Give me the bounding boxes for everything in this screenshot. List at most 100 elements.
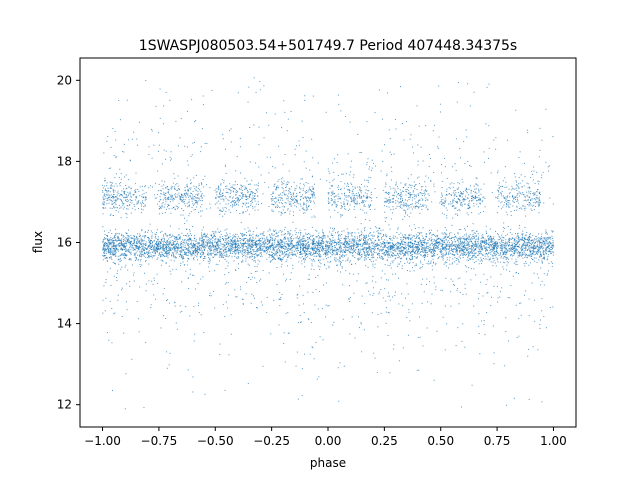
scatter-point	[248, 242, 250, 244]
scatter-point	[542, 252, 544, 254]
scatter-point	[217, 246, 219, 248]
scatter-point	[438, 238, 440, 240]
scatter-point	[262, 238, 264, 240]
scatter-point	[151, 257, 153, 259]
scatter-point	[235, 242, 237, 244]
scatter-point	[224, 249, 226, 251]
scatter-point	[192, 226, 194, 228]
scatter-point	[447, 241, 449, 243]
scatter-point	[110, 249, 112, 251]
scatter-point	[238, 244, 240, 246]
scatter-point	[159, 248, 161, 250]
scatter-point	[202, 240, 204, 242]
scatter-point	[497, 246, 499, 248]
scatter-point	[149, 244, 151, 246]
scatter-point	[471, 257, 473, 259]
scatter-point	[469, 248, 471, 250]
scatter-point	[222, 255, 224, 257]
scatter-point	[273, 249, 275, 251]
scatter-point	[361, 232, 363, 234]
scatter-point	[515, 241, 517, 243]
scatter-point	[474, 244, 476, 246]
scatter-point	[525, 261, 527, 263]
scatter-point	[490, 238, 492, 240]
scatter-point	[250, 239, 252, 241]
scatter-point	[491, 243, 493, 245]
scatter-point	[256, 240, 258, 242]
scatter-point	[318, 255, 320, 257]
scatter-point	[420, 243, 422, 245]
scatter-point	[251, 247, 253, 249]
scatter-point	[259, 242, 261, 244]
scatter-point	[165, 245, 167, 247]
scatter-point	[360, 223, 362, 225]
scatter-point	[210, 254, 212, 256]
scatter-point	[204, 244, 206, 246]
scatter-point	[226, 238, 228, 240]
scatter-point	[130, 244, 132, 246]
scatter-point	[213, 231, 215, 233]
scatter-point	[283, 251, 285, 253]
scatter-point	[545, 248, 547, 250]
scatter-point	[328, 245, 330, 247]
scatter-point	[147, 247, 149, 249]
scatter-point	[443, 248, 445, 250]
scatter-point	[220, 241, 222, 243]
scatter-point	[270, 238, 272, 240]
scatter-point	[164, 244, 166, 246]
scatter-point	[548, 244, 550, 246]
scatter-point	[358, 240, 360, 242]
scatter-point	[307, 241, 309, 243]
scatter-point	[331, 243, 333, 245]
scatter-point	[284, 245, 286, 247]
scatter-point	[341, 255, 343, 257]
scatter-point	[304, 239, 306, 241]
scatter-point	[488, 252, 490, 254]
scatter-point	[259, 244, 261, 246]
scatter-point	[224, 239, 226, 241]
scatter-point	[460, 247, 462, 249]
scatter-point	[164, 255, 166, 257]
scatter-point	[385, 250, 387, 252]
scatter-point	[174, 246, 176, 248]
scatter-point	[478, 248, 480, 250]
scatter-point	[231, 243, 233, 245]
scatter-point	[250, 235, 252, 237]
scatter-point	[326, 253, 328, 255]
scatter-point	[547, 242, 549, 244]
scatter-point	[543, 257, 545, 259]
scatter-point	[546, 259, 548, 261]
scatter-point	[308, 238, 310, 240]
scatter-point	[144, 237, 146, 239]
scatter-point	[268, 246, 270, 248]
scatter-point	[155, 233, 157, 235]
scatter-point	[397, 242, 399, 244]
scatter-point	[450, 238, 452, 240]
scatter-point	[165, 241, 167, 243]
scatter-point	[400, 237, 402, 239]
scatter-point	[153, 255, 155, 257]
scatter-point	[181, 246, 183, 248]
scatter-point	[532, 246, 534, 248]
scatter-point	[359, 250, 361, 252]
scatter-point	[327, 236, 329, 238]
scatter-point	[292, 244, 294, 246]
scatter-point	[539, 248, 541, 250]
scatter-point	[486, 232, 488, 234]
scatter-point	[141, 240, 143, 242]
scatter-point	[414, 228, 416, 230]
scatter-point	[318, 238, 320, 240]
scatter-point	[225, 235, 227, 237]
scatter-point	[329, 238, 331, 240]
scatter-point	[131, 246, 133, 248]
scatter-point	[207, 260, 209, 262]
scatter-point	[161, 245, 163, 247]
scatter-point	[514, 245, 516, 247]
scatter-point	[372, 260, 374, 262]
scatter-point	[241, 261, 243, 263]
scatter-point	[114, 249, 116, 251]
scatter-point	[344, 239, 346, 241]
scatter-point	[242, 244, 244, 246]
scatter-point	[148, 255, 150, 256]
scatter-point	[344, 239, 346, 241]
